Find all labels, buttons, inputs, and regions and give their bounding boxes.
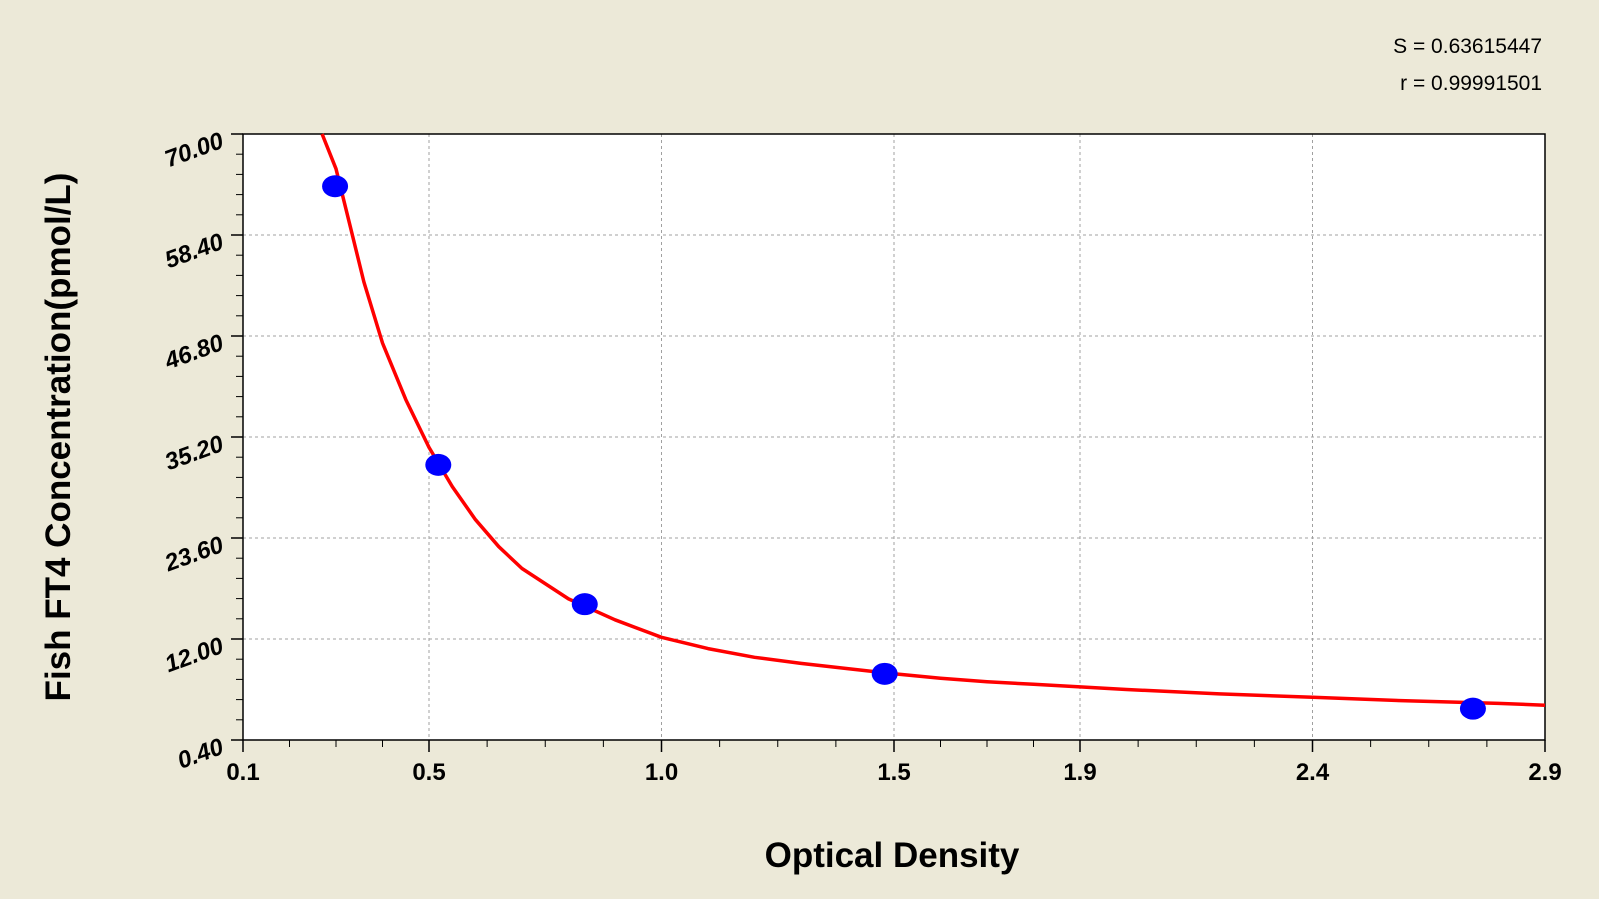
fitted-curve [320, 133, 1546, 707]
x-tick-label: 1.0 [645, 759, 678, 786]
y-tick-label: 12.00 [161, 632, 227, 678]
x-axis-title: Optical Density [765, 836, 1020, 875]
y-tick-label: 46.80 [160, 329, 227, 375]
y-tick-label: 0.40 [174, 733, 228, 775]
y-tick-label: 70.00 [161, 127, 227, 173]
grid [243, 134, 1545, 740]
plot-frame [242, 133, 1546, 741]
x-tick-label: 1.9 [1063, 759, 1096, 786]
stats-box: S = 0.63615447 r = 0.99991501 [1393, 35, 1542, 95]
y-tick-label: 35.20 [161, 430, 227, 476]
x-tick-label: 2.9 [1528, 759, 1561, 786]
y-tick-label: 23.60 [160, 531, 227, 577]
stat-r: r = 0.99991501 [1400, 72, 1542, 95]
y-axis-title: Fish FT4 Concentration(pmol/L) [39, 173, 78, 702]
y-tick-labels: 0.40 12.00 23.60 35.20 46.80 58.40 70.00 [160, 127, 227, 775]
axis-ticks [231, 133, 1546, 752]
series-layer [320, 133, 1546, 720]
x-tick-label: 1.5 [877, 759, 910, 786]
x-tick-label: 2.4 [1296, 759, 1330, 786]
x-tick-label: 0.5 [412, 759, 445, 786]
data-point [571, 593, 598, 616]
data-point [425, 453, 452, 476]
data-point [1459, 697, 1486, 720]
y-tick-label: 58.40 [161, 228, 227, 274]
x-tick-label: 0.1 [226, 759, 259, 786]
data-point [871, 662, 898, 685]
x-tick-labels: 0.1 0.5 1.0 1.5 1.9 2.4 2.9 [226, 759, 1561, 786]
data-point [322, 175, 349, 198]
stat-s: S = 0.63615447 [1393, 35, 1542, 58]
